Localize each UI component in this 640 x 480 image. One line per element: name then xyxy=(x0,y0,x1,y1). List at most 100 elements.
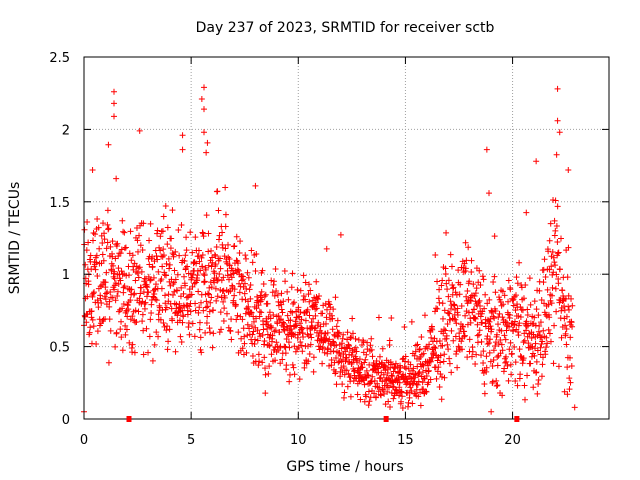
data-point xyxy=(246,286,253,293)
data-point xyxy=(249,259,256,266)
data-point xyxy=(265,370,272,377)
data-point xyxy=(140,327,147,334)
data-point xyxy=(368,335,375,342)
data-point xyxy=(558,307,565,314)
data-point xyxy=(295,304,302,311)
data-point xyxy=(527,360,534,367)
data-point xyxy=(269,332,276,339)
data-point xyxy=(109,253,116,260)
data-point xyxy=(139,318,146,325)
data-point xyxy=(402,353,409,360)
data-point xyxy=(310,368,317,375)
data-point xyxy=(203,319,210,326)
data-point xyxy=(295,344,302,351)
data-point xyxy=(281,267,288,274)
data-point xyxy=(145,349,152,356)
data-point xyxy=(89,293,96,300)
data-point xyxy=(343,367,350,374)
data-point xyxy=(258,288,265,295)
x-tick-label: 0 xyxy=(80,433,88,448)
data-point xyxy=(313,305,320,312)
data-point xyxy=(194,272,201,279)
data-point xyxy=(434,368,441,375)
data-point xyxy=(316,346,323,353)
data-point xyxy=(315,333,322,340)
data-point xyxy=(214,293,221,300)
data-point xyxy=(500,301,507,308)
data-point xyxy=(219,241,226,248)
data-point xyxy=(230,243,237,250)
data-point xyxy=(483,368,490,375)
data-point xyxy=(99,239,106,246)
data-point xyxy=(324,329,331,336)
data-point xyxy=(471,292,478,299)
data-point xyxy=(255,351,262,358)
data-point xyxy=(487,315,494,322)
data-point xyxy=(241,333,248,340)
data-point xyxy=(95,224,102,231)
data-point xyxy=(217,255,224,262)
data-point xyxy=(538,373,545,380)
data-point xyxy=(512,377,519,384)
data-point xyxy=(536,287,543,294)
x-axis-marker xyxy=(514,416,520,422)
data-point xyxy=(425,362,432,369)
data-point xyxy=(473,351,480,358)
data-point xyxy=(233,233,240,240)
data-point xyxy=(146,261,153,268)
data-point xyxy=(337,231,344,238)
data-point xyxy=(231,242,238,249)
data-point xyxy=(363,393,370,400)
data-point xyxy=(505,277,512,284)
data-point xyxy=(475,331,482,338)
data-point xyxy=(443,280,450,287)
data-point xyxy=(148,301,155,308)
data-point xyxy=(206,284,213,291)
data-point xyxy=(441,351,448,358)
data-point xyxy=(322,320,329,327)
data-point xyxy=(196,326,203,333)
data-point xyxy=(135,248,141,255)
data-point xyxy=(276,344,283,351)
data-point xyxy=(328,362,335,369)
data-point xyxy=(335,359,342,366)
data-point xyxy=(569,323,576,330)
data-point xyxy=(555,280,562,287)
data-point xyxy=(131,260,138,267)
data-point xyxy=(149,254,156,261)
data-point xyxy=(531,352,538,359)
data-point xyxy=(216,271,223,278)
data-point xyxy=(239,296,246,303)
data-point xyxy=(468,257,475,264)
data-point xyxy=(240,325,247,332)
data-point xyxy=(310,354,317,361)
data-point xyxy=(299,348,306,355)
data-point xyxy=(480,348,487,355)
data-point xyxy=(236,249,243,256)
data-point xyxy=(533,369,540,376)
data-point xyxy=(515,329,522,336)
data-point xyxy=(461,328,468,335)
data-point xyxy=(493,331,500,338)
data-points xyxy=(81,84,578,415)
data-point xyxy=(543,334,550,341)
data-point xyxy=(516,259,523,266)
data-point xyxy=(83,247,90,254)
data-point xyxy=(462,268,469,275)
data-point xyxy=(174,287,181,294)
data-point xyxy=(128,257,135,264)
data-point xyxy=(244,269,251,276)
data-point xyxy=(120,301,127,308)
data-point xyxy=(513,292,519,299)
data-point xyxy=(319,310,326,317)
data-point xyxy=(356,369,363,376)
data-point xyxy=(425,368,432,375)
data-point xyxy=(452,333,459,340)
data-point xyxy=(451,302,458,309)
data-point xyxy=(463,293,470,300)
data-point xyxy=(436,299,443,306)
data-point xyxy=(253,305,260,312)
data-point xyxy=(176,252,183,259)
data-point xyxy=(89,166,96,173)
data-point xyxy=(326,336,333,343)
